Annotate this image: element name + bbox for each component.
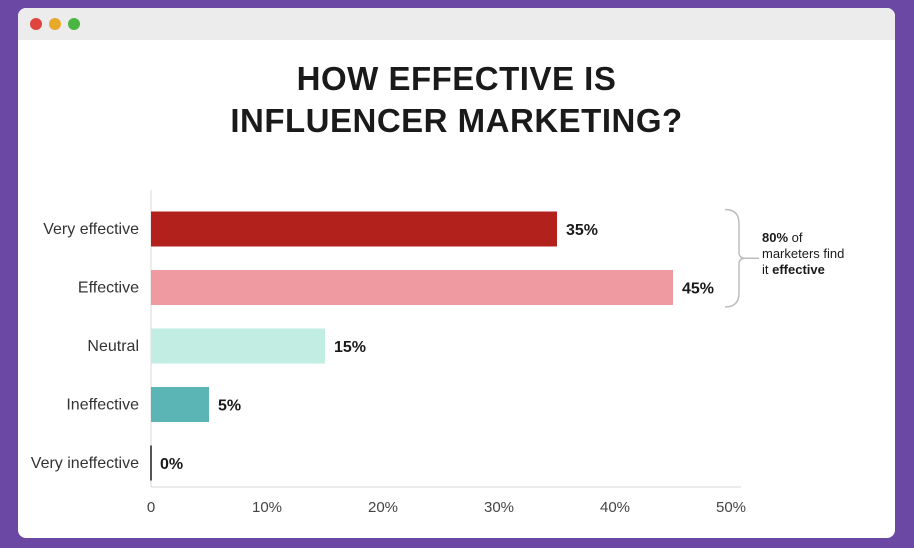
value-label-very-effective: 35% (566, 222, 598, 239)
value-label-very-ineffective: 0% (160, 456, 183, 473)
bar-neutral (151, 328, 325, 364)
annotation-bracket (724, 208, 746, 308)
category-label-neutral: Neutral (87, 338, 139, 355)
bar-effective (151, 270, 673, 305)
annotation-value: 80% (762, 230, 789, 245)
x-tick-label: 40% (600, 499, 630, 516)
category-label-effective: Effective (78, 280, 139, 297)
close-window-button[interactable] (30, 18, 42, 30)
x-tick-label: 0 (147, 499, 155, 516)
chart-title: HOW EFFECTIVE IS INFLUENCER MARKETING? (18, 58, 895, 142)
chart-title-line-1: HOW EFFECTIVE IS (296, 60, 617, 97)
browser-window: HOW EFFECTIVE IS INFLUENCER MARKETING? 0… (18, 8, 895, 538)
minimize-window-button[interactable] (49, 18, 61, 30)
chart-annotation: 80% of marketers find it effective (762, 230, 852, 278)
annotation-emphasis: effective (772, 262, 825, 277)
value-label-neutral: 15% (334, 339, 366, 356)
bar-very-effective (151, 211, 557, 247)
bar-chart: 0 10% 20% 30% 40% 50% Very effective 35% Effecti… (31, 190, 759, 516)
bar-ineffective (151, 387, 209, 422)
x-tick-label: 20% (368, 499, 398, 516)
chart-title-line-2: INFLUENCER MARKETING? (230, 102, 683, 139)
category-label-ineffective: Ineffective (66, 397, 139, 414)
category-label-very-effective: Very effective (43, 221, 139, 238)
category-label-very-ineffective: Very ineffective (31, 455, 139, 472)
maximize-window-button[interactable] (68, 18, 80, 30)
value-label-effective: 45% (682, 281, 714, 298)
value-label-ineffective: 5% (218, 398, 241, 415)
x-tick-label: 30% (484, 499, 514, 516)
window-titlebar (18, 8, 895, 40)
x-tick-label: 10% (252, 499, 282, 516)
annotation-text: of marketers find it (762, 230, 845, 277)
x-tick-label: 50% (716, 499, 746, 516)
